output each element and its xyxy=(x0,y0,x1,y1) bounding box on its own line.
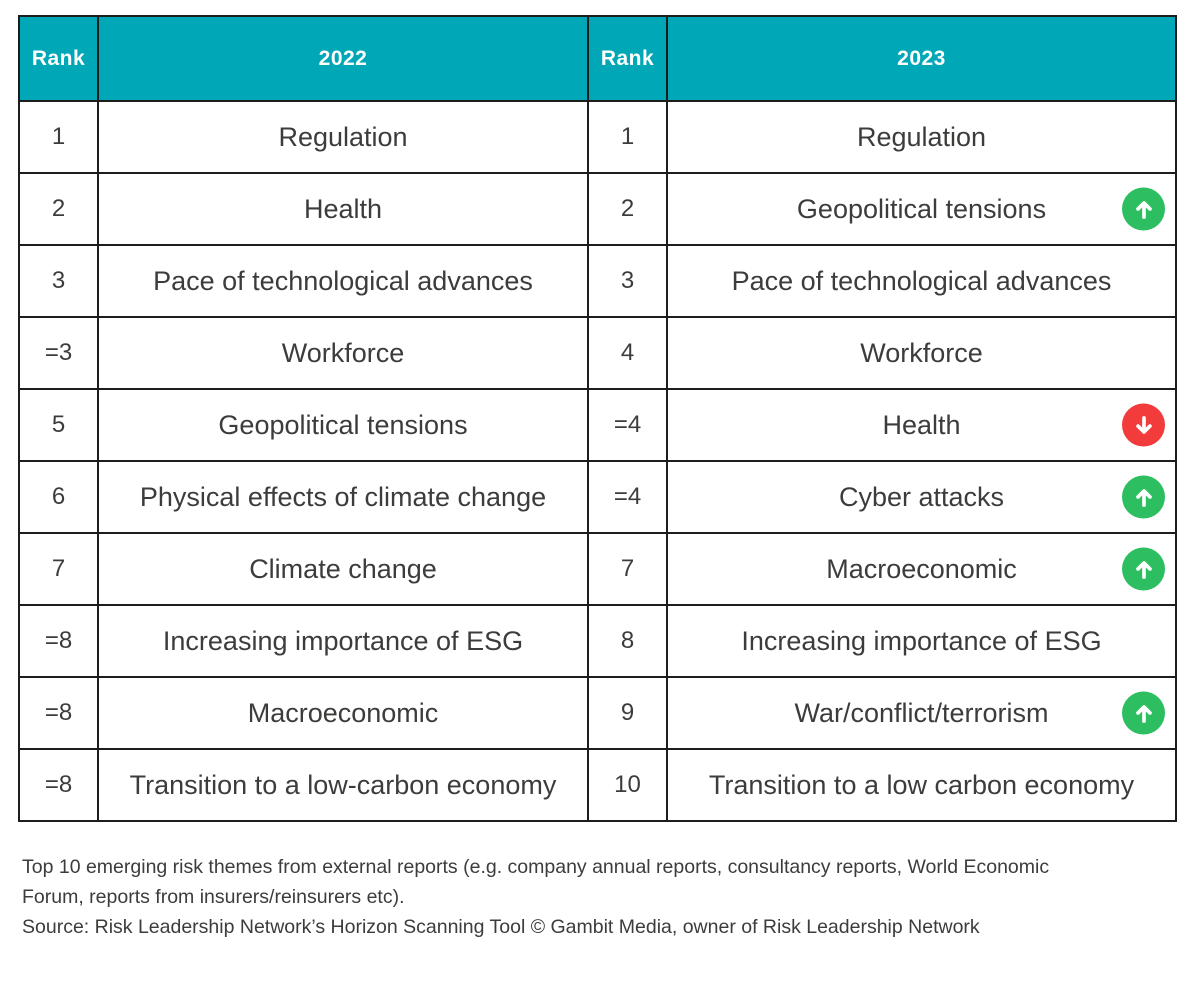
emerging-risk-rank-table: Rank 2022 Rank 2023 1 Regulation 1 Regul… xyxy=(18,15,1177,822)
rank-2023-cell: 2 xyxy=(587,172,668,246)
theme-2023-cell: Regulation xyxy=(666,100,1177,174)
theme-2023-cell: Macroeconomic xyxy=(666,532,1177,606)
rank-2022-cell: 3 xyxy=(18,244,99,318)
up-arrow-icon xyxy=(1122,547,1165,591)
rank-2022-cell: 2 xyxy=(18,172,99,246)
theme-2023-label: Regulation xyxy=(856,121,987,152)
table-row: 5 Geopolitical tensions =4 Health xyxy=(18,388,1177,462)
rank-2022-cell: =8 xyxy=(18,676,99,750)
footer: Top 10 emerging risk themes from externa… xyxy=(22,852,1092,942)
table-row: =8 Macroeconomic 9 War/conflict/terroris… xyxy=(18,676,1177,750)
theme-2022-cell: Climate change xyxy=(97,532,589,606)
theme-2023-cell: Increasing importance of ESG xyxy=(666,604,1177,678)
header-rank-2023: Rank xyxy=(587,15,668,102)
rank-2022-cell: 7 xyxy=(18,532,99,606)
theme-2022-cell: Physical effects of climate change xyxy=(97,460,589,534)
table-row: 6 Physical effects of climate change =4 … xyxy=(18,460,1177,534)
theme-2023-cell: Health xyxy=(666,388,1177,462)
theme-2023-label: Cyber attacks xyxy=(838,481,1005,512)
theme-2023-label: Geopolitical tensions xyxy=(796,193,1047,224)
header-year-2022: 2022 xyxy=(97,15,589,102)
theme-2022-cell: Macroeconomic xyxy=(97,676,589,750)
rank-2023-cell: 3 xyxy=(587,244,668,318)
rank-2022-cell: 5 xyxy=(18,388,99,462)
theme-2022-cell: Increasing importance of ESG xyxy=(97,604,589,678)
theme-2022-cell: Geopolitical tensions xyxy=(97,388,589,462)
rank-2023-cell: 7 xyxy=(587,532,668,606)
header-rank-2022: Rank xyxy=(18,15,99,102)
theme-2022-cell: Regulation xyxy=(97,100,589,174)
theme-2022-cell: Workforce xyxy=(97,316,589,390)
theme-2023-cell: Transition to a low carbon economy xyxy=(666,748,1177,822)
source-line: Source: Risk Leadership Network’s Horizo… xyxy=(22,916,980,938)
rank-2022-cell: 1 xyxy=(18,100,99,174)
theme-2023-label: Health xyxy=(882,409,961,440)
table-row: 7 Climate change 7 Macroeconomic xyxy=(18,532,1177,606)
rank-2023-cell: =4 xyxy=(587,388,668,462)
rank-2023-cell: 1 xyxy=(587,100,668,174)
theme-2023-label: Workforce xyxy=(860,337,983,368)
table-row: =8 Increasing importance of ESG 8 Increa… xyxy=(18,604,1177,678)
rank-2023-cell: 8 xyxy=(587,604,668,678)
header-row: Rank 2022 Rank 2023 xyxy=(18,15,1177,102)
header-year-2023: 2023 xyxy=(666,15,1177,102)
up-arrow-icon xyxy=(1122,475,1165,519)
table-caption: Top 10 emerging risk themes from externa… xyxy=(22,856,1050,908)
rank-2022-cell: =3 xyxy=(18,316,99,390)
rank-2023-cell: 10 xyxy=(587,748,668,822)
theme-2023-label: Increasing importance of ESG xyxy=(741,625,1102,656)
theme-2023-cell: Pace of technological advances xyxy=(666,244,1177,318)
theme-2023-cell: War/conflict/terrorism xyxy=(666,676,1177,750)
table-header: Rank 2022 Rank 2023 xyxy=(18,15,1177,102)
table-body: 1 Regulation 1 Regulation 2 Health 2 Geo… xyxy=(18,100,1177,822)
table-row: 1 Regulation 1 Regulation xyxy=(18,100,1177,174)
rank-2022-cell: =8 xyxy=(18,604,99,678)
theme-2023-label: Macroeconomic xyxy=(826,553,1017,584)
theme-2023-cell: Geopolitical tensions xyxy=(666,172,1177,246)
theme-2022-cell: Health xyxy=(97,172,589,246)
theme-2022-cell: Pace of technological advances xyxy=(97,244,589,318)
down-arrow-icon xyxy=(1122,403,1165,447)
theme-2023-cell: Workforce xyxy=(666,316,1177,390)
theme-2022-cell: Transition to a low-carbon economy xyxy=(97,748,589,822)
rank-2023-cell: =4 xyxy=(587,460,668,534)
up-arrow-icon xyxy=(1122,691,1165,735)
table-row: =3 Workforce 4 Workforce xyxy=(18,316,1177,390)
table-row: 2 Health 2 Geopolitical tensions xyxy=(18,172,1177,246)
theme-2023-cell: Cyber attacks xyxy=(666,460,1177,534)
theme-2023-label: War/conflict/terrorism xyxy=(794,697,1049,728)
page: Rank 2022 Rank 2023 1 Regulation 1 Regul… xyxy=(0,15,1200,990)
theme-2023-label: Transition to a low carbon economy xyxy=(708,769,1135,800)
rank-2022-cell: =8 xyxy=(18,748,99,822)
theme-2023-label: Pace of technological advances xyxy=(731,265,1112,296)
rank-2023-cell: 9 xyxy=(587,676,668,750)
table-row: =8 Transition to a low-carbon economy 10… xyxy=(18,748,1177,822)
table-row: 3 Pace of technological advances 3 Pace … xyxy=(18,244,1177,318)
up-arrow-icon xyxy=(1122,187,1165,231)
rank-2023-cell: 4 xyxy=(587,316,668,390)
rank-2022-cell: 6 xyxy=(18,460,99,534)
